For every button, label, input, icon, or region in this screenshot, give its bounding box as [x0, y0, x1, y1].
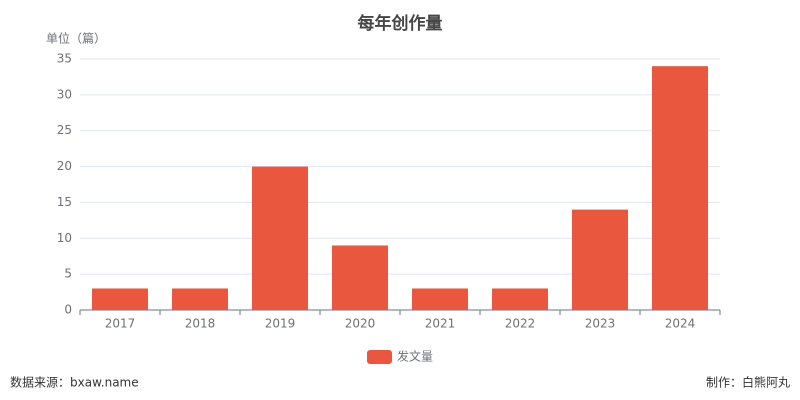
x-tick-label: 2024	[665, 317, 696, 331]
y-tick-label: 30	[57, 87, 72, 101]
bar	[412, 288, 468, 310]
bar	[332, 245, 388, 310]
bar	[652, 66, 708, 311]
chart-title: 每年创作量	[358, 13, 443, 34]
y-tick-label: 0	[64, 303, 72, 317]
legend-swatch	[367, 350, 392, 364]
y-axis-label: 单位（篇）	[46, 31, 106, 46]
credit: 制作：白熊阿丸	[706, 375, 790, 390]
x-tick-label: 2023	[585, 317, 616, 331]
x-tick-label: 2020	[345, 317, 376, 331]
bar	[92, 288, 148, 310]
y-tick-label: 10	[57, 231, 72, 245]
x-tick-label: 2021	[425, 317, 456, 331]
y-tick-label: 5	[64, 267, 72, 281]
x-tick-label: 2018	[185, 317, 216, 331]
y-tick-label: 25	[57, 123, 72, 137]
bar	[252, 166, 308, 310]
legend-label: 发文量	[397, 349, 433, 364]
source: 数据来源：bxaw.name	[10, 375, 139, 390]
x-tick-label: 2017	[105, 317, 136, 331]
y-tick-label: 20	[57, 159, 72, 173]
bar	[492, 288, 548, 310]
x-tick-label: 2022	[505, 317, 536, 331]
x-tick-label: 2019	[265, 317, 296, 331]
bar	[572, 209, 628, 310]
bar	[172, 288, 228, 310]
y-tick-label: 35	[57, 52, 72, 66]
y-tick-label: 15	[57, 195, 72, 209]
